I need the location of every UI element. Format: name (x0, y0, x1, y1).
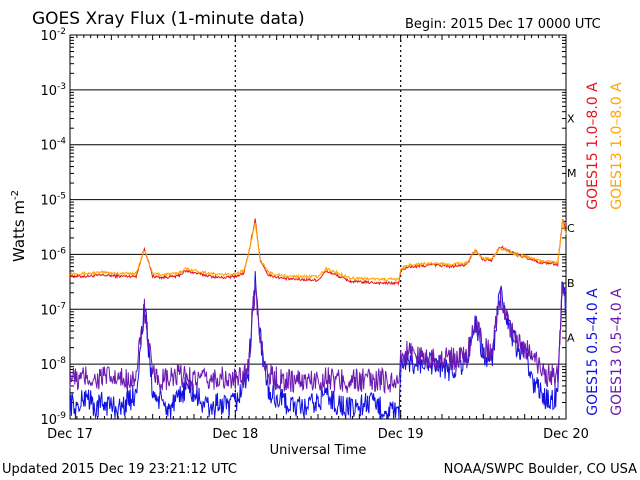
legend-entry-2: GOES15 0.5–4.0 A (585, 288, 601, 416)
y-axis-title-superscript: -2 (10, 190, 21, 200)
credit-text: NOAA/SWPC Boulder, CO USA (444, 462, 637, 477)
axis-ticks (69, 35, 567, 419)
legend-entry-0: GOES15 1.0–8.0 A (585, 82, 601, 210)
y-tick-label-2: 10-4 (40, 137, 66, 154)
begin-timestamp: Begin: 2015 Dec 17 0000 UTC (405, 17, 601, 32)
svg-text:Watts m-2: Watts m-2 (10, 190, 28, 262)
series-line-3 (69, 282, 567, 395)
x-tick-label-2: Dec 19 (378, 427, 424, 442)
y-tick-label-4: 10-6 (40, 246, 66, 263)
x-tick-label-3: Dec 20 (543, 427, 589, 442)
y-tick-label-3: 10-5 (40, 192, 66, 209)
y-tick-labels: 10-2 10-3 10-4 10-5 10-6 10-7 10-8 10-9 (40, 27, 66, 428)
legend: GOES15 1.0–8.0 A GOES13 1.0–8.0 A GOES15 0… (585, 82, 625, 416)
flare-class-X: X (567, 112, 575, 125)
y-tick-label-5: 10-7 (40, 301, 66, 318)
flare-class-A: A (567, 332, 575, 345)
y-tick-label-6: 10-8 (40, 356, 66, 373)
flare-class-B: B (567, 277, 575, 290)
y-axis-title: Watts m-2 (10, 190, 28, 262)
legend-entry-1: GOES13 1.0–8.0 A (609, 82, 625, 210)
legend-entry-3: GOES13 0.5–4.0 A (609, 288, 625, 416)
flare-class-labels: X M C B A (567, 112, 577, 344)
y-tick-label-7: 10-9 (40, 411, 66, 428)
series-line-0 (69, 218, 567, 286)
updated-timestamp: Updated 2015 Dec 19 23:21:12 UTC (2, 462, 237, 477)
y-tick-label-0: 10-2 (40, 27, 66, 44)
x-tick-labels: Dec 17 Dec 18 Dec 19 Dec 20 (47, 427, 589, 442)
series-line-2 (69, 271, 567, 420)
y-tick-label-1: 10-3 (40, 82, 66, 99)
x-tick-label-1: Dec 18 (212, 427, 258, 442)
series-lines (69, 218, 567, 420)
flare-class-C: C (567, 222, 575, 235)
chart-title: GOES Xray Flux (1-minute data) (32, 9, 305, 29)
day-boundary-lines (234, 35, 402, 419)
x-tick-label-0: Dec 17 (47, 427, 93, 442)
y-axis-title-main: Watts m (10, 200, 28, 262)
series-line-1 (69, 219, 567, 282)
x-axis-title: Universal Time (270, 443, 367, 458)
flare-class-M: M (567, 167, 577, 180)
grid-lines (70, 89, 566, 365)
